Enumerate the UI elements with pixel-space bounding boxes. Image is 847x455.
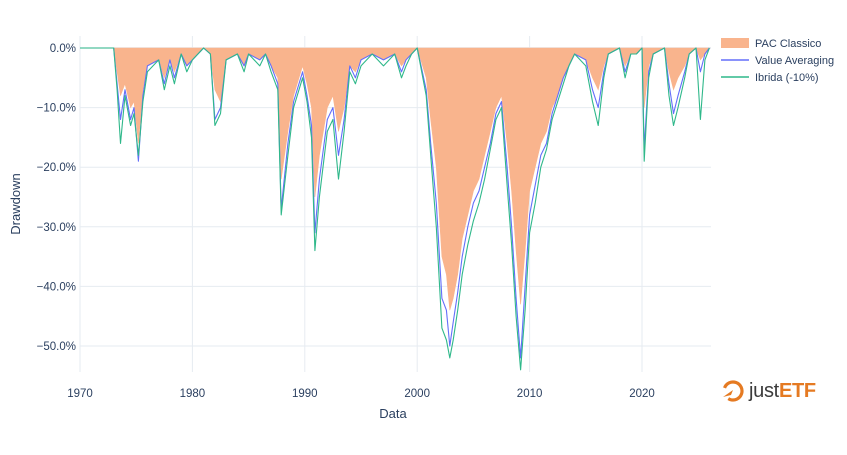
legend: PAC Classico Value Averaging Ibrida (-10… [721, 38, 834, 84]
x-axis-title: Data [379, 406, 407, 421]
series-lines [80, 47, 710, 371]
y-tick-label: −20.0% [37, 162, 76, 174]
x-tick-label: 2020 [629, 388, 655, 400]
series-line-ibrida-10 [80, 47, 710, 371]
legend-item-ibrida[interactable]: Ibrida (-10%) [721, 72, 819, 84]
logo-text-just: just [749, 379, 779, 402]
x-tick-label: 1980 [180, 388, 206, 400]
legend-label: Value Averaging [755, 55, 834, 67]
y-tick-label: −10.0% [37, 103, 76, 115]
y-tick-label: −50.0% [37, 341, 76, 353]
legend-label: Ibrida (-10%) [755, 72, 819, 84]
y-axis-title: Drawdown [8, 173, 23, 234]
y-tick-label: −40.0% [37, 281, 76, 293]
series-line-value-averaging [80, 47, 710, 359]
plot-area [80, 47, 710, 311]
x-tick-label: 2010 [517, 388, 543, 400]
y-tick-label: 0.0% [50, 43, 76, 55]
y-tick-label: −30.0% [37, 222, 76, 234]
logo-text-etf: ETF [778, 379, 816, 402]
justetf-logo: justETF [720, 378, 816, 404]
series-area-pac-classico [80, 47, 710, 311]
legend-label: PAC Classico [755, 38, 821, 50]
x-tick-label: 1970 [67, 388, 93, 400]
x-axis-ticks: 1970 1980 1990 2000 2010 2020 [67, 388, 655, 400]
y-axis-ticks: 0.0% −10.0% −20.0% −30.0% −40.0% −50.0% [37, 43, 76, 353]
justetf-swoosh-icon [722, 380, 744, 402]
x-tick-label: 1990 [292, 388, 318, 400]
legend-item-value-averaging[interactable]: Value Averaging [721, 55, 834, 67]
x-tick-label: 2000 [404, 388, 430, 400]
legend-swatch-area-icon [721, 38, 749, 48]
legend-item-pac-classico[interactable]: PAC Classico [721, 38, 821, 50]
gridlines [79, 36, 711, 372]
